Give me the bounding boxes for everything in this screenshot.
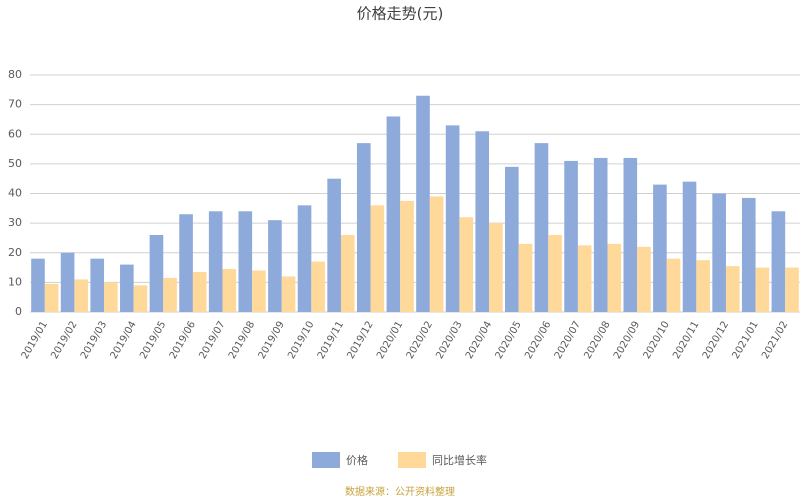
bar <box>238 211 253 312</box>
x-tick-label: 2021/02 <box>760 320 790 361</box>
bar <box>340 234 355 312</box>
bar <box>755 267 770 312</box>
x-tick-label: 2020/03 <box>434 320 464 361</box>
x-tick-label: 2020/12 <box>701 320 731 361</box>
bar <box>564 160 578 312</box>
bar <box>534 143 549 312</box>
x-tick-label: 2019/06 <box>168 320 198 361</box>
y-tick-label: 80 <box>8 68 22 81</box>
bar <box>785 267 799 312</box>
x-tick-label: 2020/07 <box>553 320 583 361</box>
bar <box>120 264 134 312</box>
bar <box>104 282 118 312</box>
bar <box>518 243 533 312</box>
bar <box>459 217 474 312</box>
x-tick-label: 2020/10 <box>642 320 672 361</box>
x-tick-label: 2021/01 <box>730 320 760 361</box>
bar <box>74 279 89 312</box>
bar <box>741 197 756 312</box>
bar <box>370 205 385 312</box>
x-tick-label: 2019/05 <box>138 320 168 361</box>
bar <box>475 131 490 312</box>
bar <box>311 261 325 312</box>
bar <box>607 243 622 312</box>
bar <box>208 211 223 312</box>
bar <box>771 211 786 312</box>
x-tick-label: 2019/04 <box>109 320 139 361</box>
x-tick-label: 2019/02 <box>49 320 79 361</box>
bar <box>163 277 177 312</box>
bar <box>281 276 296 312</box>
bar <box>386 116 401 312</box>
bar <box>429 196 444 312</box>
x-tick-label: 2020/06 <box>523 320 553 361</box>
x-tick-label: 2020/09 <box>612 320 642 361</box>
x-tick-label: 2020/05 <box>494 320 524 361</box>
legend-label: 同比增长率 <box>432 453 487 467</box>
bar <box>653 184 667 312</box>
legend-label: 价格 <box>346 453 368 467</box>
bar <box>356 143 371 312</box>
source-note: 数据来源：公开资料整理 <box>345 485 455 498</box>
bar <box>666 258 681 312</box>
x-tick-label: 2019/07 <box>197 320 227 361</box>
x-tick-label: 2019/01 <box>20 320 50 361</box>
x-tick-label: 2020/04 <box>464 320 494 361</box>
bar <box>682 181 697 312</box>
bar <box>327 178 341 312</box>
bar <box>445 125 460 312</box>
bar <box>416 95 430 312</box>
y-tick-label: 30 <box>8 216 22 229</box>
x-tick-label: 2020/08 <box>582 320 612 361</box>
x-tick-label: 2019/12 <box>345 320 375 361</box>
y-tick-label: 0 <box>15 305 22 318</box>
bar <box>725 266 740 312</box>
bar <box>149 234 164 312</box>
bar <box>44 283 59 312</box>
bar <box>577 245 592 312</box>
bar <box>623 157 638 312</box>
bar <box>252 270 266 312</box>
legend-swatch <box>398 452 426 468</box>
bar <box>548 234 562 312</box>
bar <box>637 246 651 312</box>
bar <box>90 258 105 312</box>
bar <box>297 205 312 312</box>
x-tick-label: 2019/11 <box>316 320 346 361</box>
bar <box>696 260 710 312</box>
x-tick-label: 2019/09 <box>257 320 287 361</box>
y-tick-label: 50 <box>8 157 22 170</box>
legend-swatch <box>312 452 340 468</box>
bar <box>489 223 503 312</box>
x-tick-label: 2020/01 <box>375 320 405 361</box>
bar <box>31 258 45 312</box>
x-tick-label: 2020/02 <box>405 320 435 361</box>
bar <box>268 220 282 312</box>
bar <box>192 272 207 312</box>
y-tick-label: 70 <box>8 98 22 111</box>
bar <box>60 252 75 312</box>
bar <box>179 214 193 312</box>
x-tick-label: 2019/08 <box>227 320 257 361</box>
y-tick-label: 40 <box>8 187 22 200</box>
chart-title: 价格走势(元) <box>357 5 444 23</box>
y-tick-label: 20 <box>8 246 22 259</box>
bar <box>505 166 519 312</box>
bar <box>400 200 414 312</box>
x-tick-label: 2019/10 <box>286 320 316 361</box>
y-tick-label: 10 <box>8 275 22 288</box>
x-tick-label: 2019/03 <box>79 320 109 361</box>
bar <box>133 285 148 312</box>
y-tick-label: 60 <box>8 127 22 140</box>
bar <box>593 157 608 312</box>
bar <box>222 269 237 312</box>
bar <box>712 193 726 312</box>
x-tick-label: 2020/11 <box>671 320 701 361</box>
